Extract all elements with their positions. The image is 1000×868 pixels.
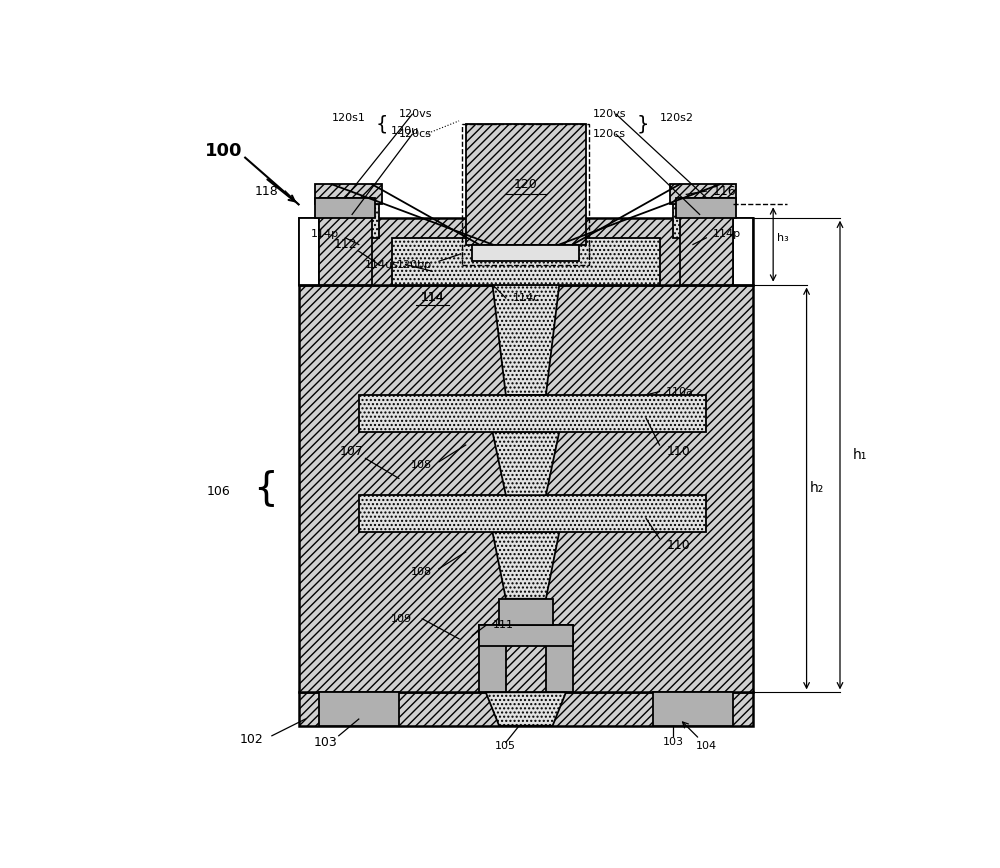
Text: h₂: h₂ <box>809 482 824 496</box>
Bar <box>676 198 736 218</box>
Text: h₁: h₁ <box>853 448 867 462</box>
Text: 100: 100 <box>205 142 243 160</box>
Text: h₃: h₃ <box>777 233 789 243</box>
Bar <box>499 599 553 626</box>
Polygon shape <box>492 285 559 395</box>
Polygon shape <box>492 431 559 495</box>
Bar <box>392 238 660 285</box>
Text: 114c: 114c <box>512 293 540 303</box>
Text: 120: 120 <box>514 178 538 191</box>
Text: 111: 111 <box>492 621 513 630</box>
Text: 120bp: 120bp <box>397 260 432 270</box>
Bar <box>466 124 586 245</box>
Text: }: } <box>637 115 649 134</box>
Polygon shape <box>492 532 559 599</box>
Bar <box>319 693 399 726</box>
Bar <box>546 626 573 693</box>
Bar <box>479 626 506 693</box>
Text: {: { <box>376 115 388 134</box>
Text: 114us: 114us <box>365 260 399 270</box>
Bar <box>359 395 706 431</box>
Bar <box>733 218 753 285</box>
Text: 120vs: 120vs <box>593 109 626 119</box>
Text: 109: 109 <box>391 614 412 624</box>
Bar <box>315 198 375 218</box>
Text: 105: 105 <box>495 740 516 751</box>
Text: 114p: 114p <box>311 229 339 240</box>
Bar <box>653 693 733 726</box>
Text: 110: 110 <box>666 445 690 458</box>
Bar <box>299 693 753 726</box>
Bar <box>462 124 589 265</box>
Bar <box>673 204 733 238</box>
Bar <box>319 198 372 285</box>
Text: 112: 112 <box>334 238 357 251</box>
Text: 103: 103 <box>662 738 683 747</box>
Text: 110: 110 <box>666 539 690 552</box>
Text: 120u: 120u <box>391 126 419 136</box>
Text: 120cs: 120cs <box>399 129 432 139</box>
Bar <box>299 218 753 285</box>
Text: 114: 114 <box>420 292 444 305</box>
Text: 120s1: 120s1 <box>332 113 365 122</box>
Text: 114p: 114p <box>713 229 741 240</box>
Text: 104: 104 <box>696 740 717 751</box>
Bar <box>315 184 382 204</box>
Bar <box>359 495 706 532</box>
Bar <box>479 626 573 646</box>
Text: 103: 103 <box>313 736 337 749</box>
Text: 110a: 110a <box>666 386 694 397</box>
Text: 120s2: 120s2 <box>660 113 694 122</box>
Text: 114: 114 <box>420 292 444 305</box>
Text: 106: 106 <box>207 485 230 498</box>
Text: 108: 108 <box>411 567 432 577</box>
Bar <box>299 218 319 285</box>
Bar <box>299 285 753 693</box>
Text: 120vs: 120vs <box>399 109 432 119</box>
Bar <box>680 198 733 285</box>
Bar <box>670 184 736 204</box>
Text: 108: 108 <box>411 460 432 470</box>
Text: 107: 107 <box>340 445 364 458</box>
Polygon shape <box>486 693 566 726</box>
Text: 120cs: 120cs <box>593 129 626 139</box>
Bar <box>472 245 579 261</box>
Text: 102: 102 <box>240 733 264 746</box>
Text: {: { <box>253 470 278 508</box>
Bar <box>319 204 379 238</box>
Text: 116: 116 <box>713 185 737 198</box>
Text: 118: 118 <box>255 185 279 198</box>
